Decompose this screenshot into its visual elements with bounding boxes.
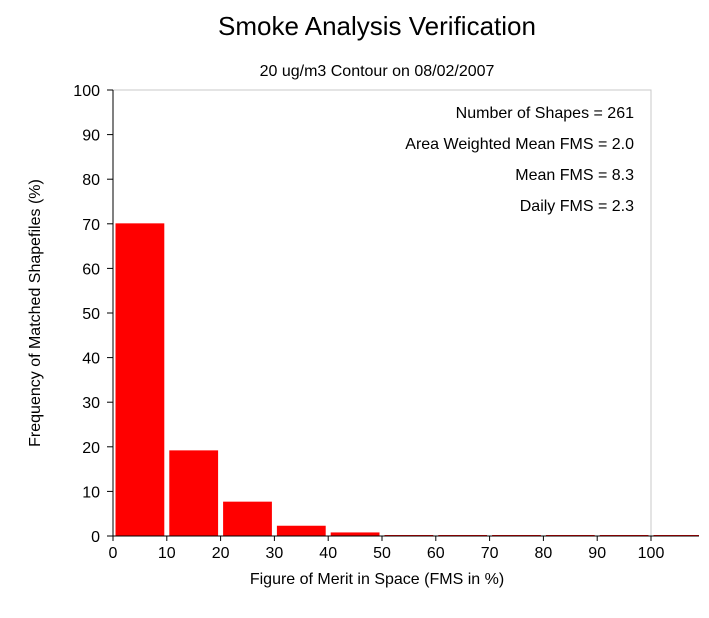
x-tick-label: 60 [427,545,445,562]
x-tick-label: 0 [109,545,118,562]
chart-subtitle: 20 ug/m3 Contour on 08/02/2007 [260,63,495,80]
y-ticks-group: 0 10 20 30 40 50 60 70 80 90 100 [73,83,113,546]
y-tick-label: 0 [91,529,100,546]
bar-10-20 [169,450,219,536]
y-tick-label: 30 [82,395,100,412]
y-axis-label: Frequency of Matched Shapefiles (%) [27,179,44,447]
y-tick-label: 20 [82,440,100,457]
stat-annotation: Area Weighted Mean FMS = 2.0 [405,136,634,153]
y-tick-label: 50 [82,306,100,323]
x-tick-label: 30 [266,545,284,562]
y-tick-label: 90 [82,128,100,145]
x-tick-label: 80 [535,545,553,562]
x-ticks-group: 0 10 20 30 40 50 60 70 80 90 100 [109,536,665,562]
y-tick-label: 100 [73,83,100,100]
bar-40-50 [330,532,380,536]
x-axis-label: Figure of Merit in Space (FMS in %) [250,571,504,588]
bar-30-40 [276,525,326,536]
stat-annotation: Number of Shapes = 261 [456,105,634,122]
stat-annotation: Mean FMS = 8.3 [515,167,634,184]
bars-group [115,223,699,536]
stat-annotation: Daily FMS = 2.3 [520,198,634,215]
x-tick-label: 50 [373,545,391,562]
chart-title: Smoke Analysis Verification [218,11,536,41]
y-tick-label: 80 [82,172,100,189]
stats-annotations: Number of Shapes = 261 Area Weighted Mean… [405,105,634,215]
x-tick-label: 40 [319,545,337,562]
y-tick-label: 40 [82,351,100,368]
x-tick-label: 10 [158,545,176,562]
bar-0-10 [115,223,165,536]
y-tick-label: 10 [82,484,100,501]
y-tick-label: 70 [82,217,100,234]
x-tick-label: 100 [638,545,665,562]
bar-20-30 [223,501,272,536]
y-tick-label: 60 [82,261,100,278]
x-tick-label: 90 [588,545,606,562]
x-tick-label: 70 [481,545,499,562]
x-tick-label: 20 [212,545,230,562]
